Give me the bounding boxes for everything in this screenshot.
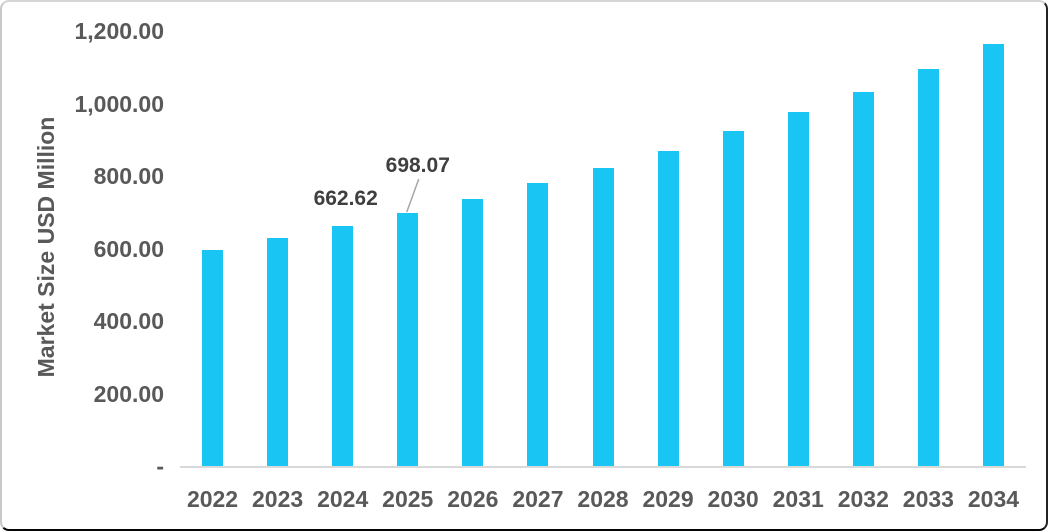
x-tick-2022: 2022: [186, 486, 239, 512]
y-tick-5: 1,000.00: [74, 90, 164, 117]
x-tick-2024: 2024: [317, 486, 369, 512]
y-tick-4: 800.00: [93, 163, 164, 189]
x-tick-2031: 2031: [772, 486, 824, 512]
x-tick-2029: 2029: [642, 486, 694, 512]
y-tick-0: -: [156, 453, 164, 479]
x-tick-2026: 2026: [447, 486, 499, 512]
x-tick-2023: 2023: [252, 486, 304, 512]
x-tick-2033: 2033: [902, 486, 954, 512]
bar-2026: [462, 198, 484, 466]
x-axis-line: [180, 466, 1026, 468]
bar-2030: [722, 131, 744, 466]
x-tick-2032: 2032: [837, 486, 889, 512]
bar-2027: [527, 183, 549, 466]
bar-2024: [332, 225, 354, 466]
y-tick-3: 600.00: [93, 235, 164, 262]
x-tick-2025: 2025: [382, 486, 434, 512]
y-tick-6: 1,200.00: [74, 18, 164, 44]
bar-2025: [397, 212, 419, 466]
x-tick-2028: 2028: [577, 486, 629, 512]
data-label-2025: 698.07: [385, 153, 450, 177]
y-tick-1: 200.00: [93, 380, 164, 407]
bar-2028: [592, 167, 614, 466]
x-tick-2030: 2030: [707, 486, 759, 512]
bar-2031: [787, 112, 809, 466]
x-tick-2034: 2034: [967, 486, 1020, 512]
bar-2022: [202, 249, 224, 466]
bar-2032: [852, 91, 874, 466]
x-tick-2027: 2027: [512, 486, 564, 512]
y-tick-2: 400.00: [93, 308, 164, 334]
bar-2023: [267, 238, 289, 466]
leader-line-2025: [406, 178, 420, 213]
data-label-2024: 662.62: [313, 186, 378, 210]
bar-2029: [657, 150, 679, 466]
bar-2034: [982, 44, 1004, 466]
bar-2033: [917, 69, 939, 466]
